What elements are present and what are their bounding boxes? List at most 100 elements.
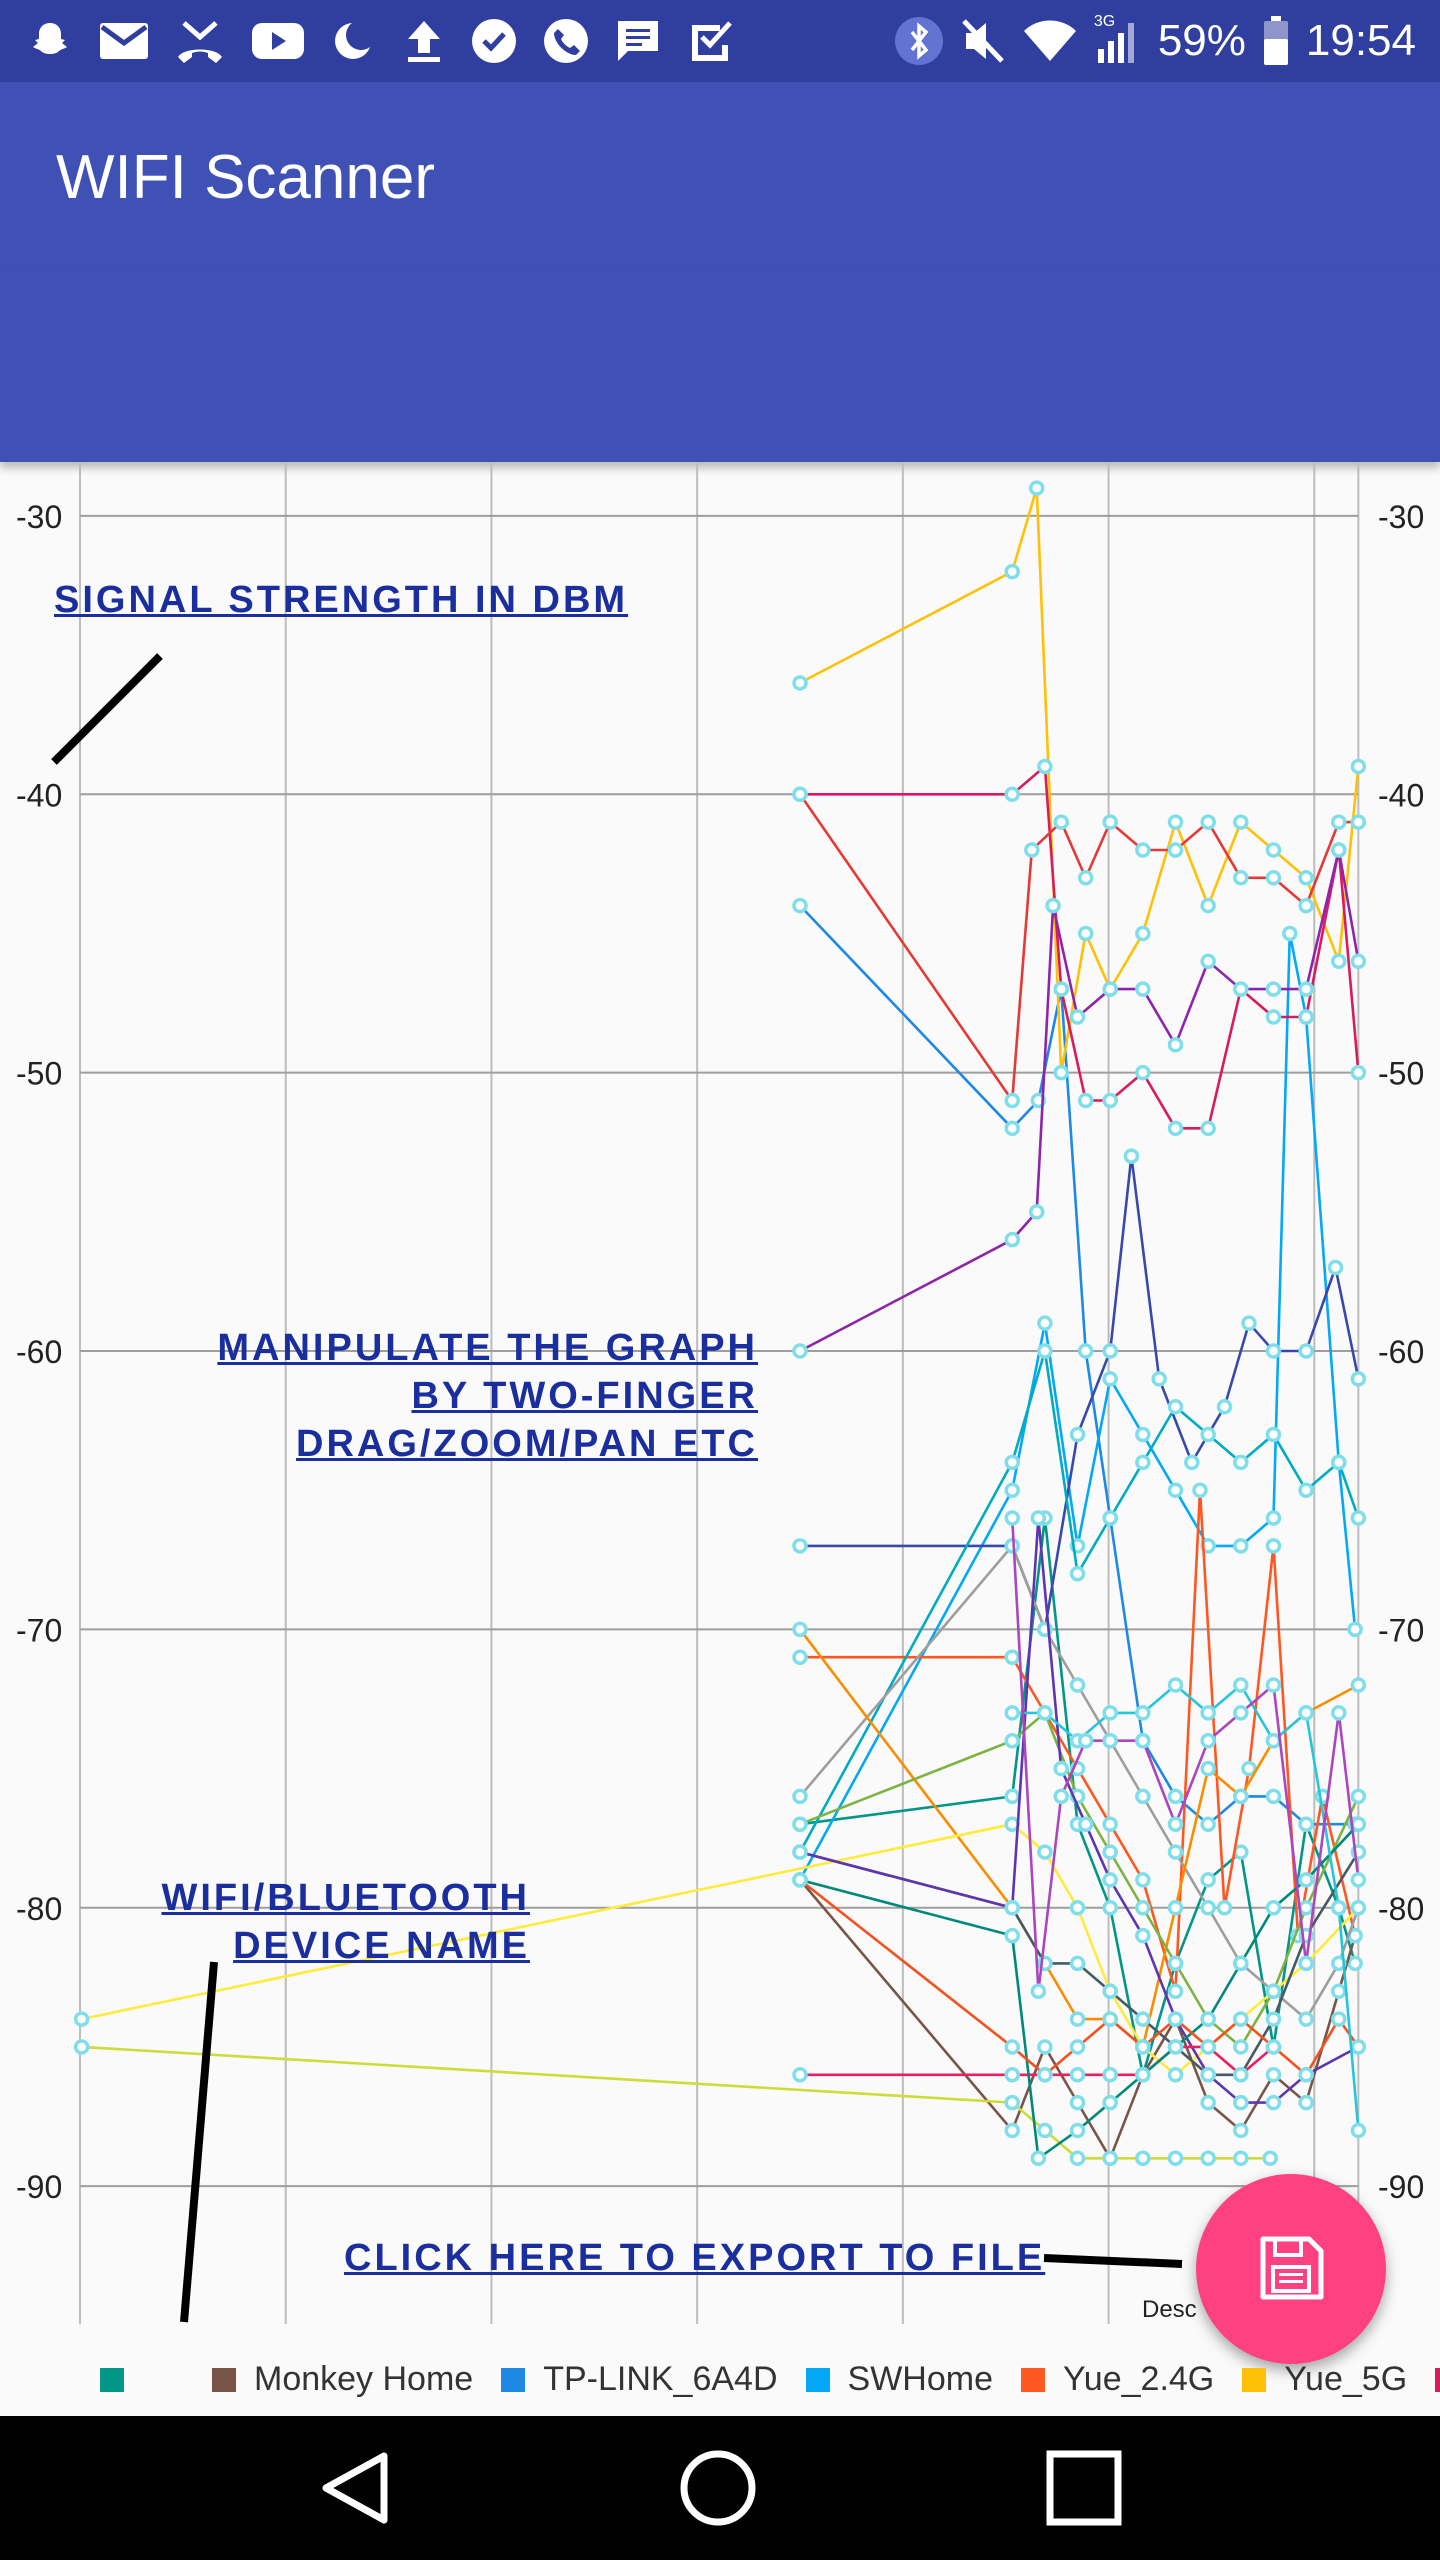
data-point (1265, 1788, 1282, 1805)
data-point (1135, 1705, 1151, 1721)
legend-item: Monkey Home (212, 2360, 473, 2399)
data-point (1331, 842, 1347, 858)
manipulate-line-1: Manipulate the graph (217, 1327, 758, 1369)
y-tick-label-left: -30 (16, 499, 62, 535)
youtube-icon (252, 23, 304, 59)
data-point (1037, 1844, 1053, 1860)
data-point (1028, 1204, 1045, 1220)
data-point (792, 786, 808, 803)
legend-swatch (212, 2367, 236, 2392)
data-point (1184, 1454, 1200, 1471)
clock: 19:54 (1305, 16, 1416, 65)
data-point (1102, 1510, 1118, 1526)
data-point (1200, 1120, 1216, 1137)
wifi-icon (1023, 20, 1076, 61)
data-point (1102, 2011, 1118, 2027)
data-point (1004, 1705, 1020, 1721)
data-point (1167, 1037, 1184, 1053)
legend-swatch (1242, 2367, 1267, 2392)
message-icon (618, 21, 658, 61)
data-point (1069, 1677, 1086, 1693)
data-point (1004, 1092, 1020, 1109)
app-title: WIFI Scanner (56, 143, 435, 212)
app-bar-extension (0, 270, 1440, 462)
data-point (1135, 1454, 1151, 1471)
data-point (1167, 2011, 1184, 2027)
data-point (1069, 1565, 1086, 1582)
data-point (1350, 758, 1367, 775)
data-point (1167, 1788, 1184, 1805)
check-circle-icon (472, 19, 516, 63)
data-point (1102, 1343, 1118, 1359)
data-point (1350, 1788, 1367, 1805)
data-point (1265, 1343, 1282, 1359)
data-point (1233, 2150, 1249, 2167)
data-point (1004, 1788, 1020, 1805)
data-point (1167, 814, 1184, 830)
manipulate-annotation: Manipulate the graph by two-finger drag/… (217, 1324, 758, 1468)
chart-y-ticks: -30 -30 -40 -40 -50 -50 -60 -60 -70 -70 -80 -80 -90 -… (16, 499, 1424, 2205)
data-point (1135, 2011, 1151, 2027)
data-point (1216, 1398, 1233, 1415)
series-line (798, 933, 1357, 1881)
notification-icons (26, 16, 734, 66)
data-point (1350, 1872, 1367, 1888)
data-point (1069, 2122, 1086, 2139)
data-point (1102, 1983, 1118, 2000)
data-point (1069, 2067, 1086, 2083)
legend-label: SWHome (847, 2360, 993, 2398)
data-point (1167, 1482, 1184, 1498)
check-box-icon (692, 21, 732, 61)
save-icon (1260, 2236, 1324, 2300)
data-point (1069, 2039, 1086, 2055)
data-point (1298, 2094, 1314, 2111)
series-unnamed-9 (792, 1148, 1367, 1638)
legend-item: SWHome (805, 2360, 993, 2399)
data-point (1265, 1677, 1282, 1693)
data-point (1167, 842, 1184, 858)
data-point (1037, 2039, 1053, 2055)
data-point (1135, 2067, 1151, 2083)
data-point (1045, 897, 1061, 914)
signal-chart[interactable]: -30 -30 -40 -40 -50 -50 -60 -60 -70 -70 -80 -80 -90 -… (0, 462, 1440, 2328)
signal-strength-annotation: Signal strength in dBm (54, 579, 629, 621)
y-tick-label-left: -60 (16, 1334, 62, 1370)
data-point (1350, 2122, 1367, 2139)
export-button[interactable] (1196, 2174, 1386, 2364)
legend-item: Yue_2.4G (1021, 2360, 1214, 2399)
data-point (1167, 1816, 1184, 1832)
data-point (1200, 2011, 1216, 2027)
legend-swatch (1435, 2367, 1440, 2392)
system-icons: 3G 59% 19:54 (894, 12, 1416, 70)
data-point (1331, 2011, 1347, 2027)
series-line (81, 2045, 1271, 2160)
data-point (1053, 1788, 1069, 1805)
moon-icon (335, 23, 370, 59)
bluetooth-icon (894, 17, 943, 65)
y-tick-label-right: -40 (1378, 777, 1424, 813)
back-icon[interactable] (316, 2448, 396, 2528)
data-point (1167, 1398, 1184, 1415)
series-yue-2-4g (792, 1482, 1363, 2000)
data-point (1004, 1231, 1020, 1248)
data-point (1200, 1760, 1216, 1777)
status-bar: 3G 59% 19:54 (0, 0, 1440, 82)
data-point (1004, 1120, 1020, 1137)
data-point (1262, 2150, 1278, 2167)
data-point (1037, 758, 1053, 775)
data-point (1030, 1983, 1047, 2000)
data-point (1030, 1510, 1047, 1526)
signal-strength-pointer (51, 653, 163, 765)
home-icon[interactable] (678, 2448, 758, 2528)
data-point (1167, 1955, 1184, 1972)
data-point (1167, 1844, 1184, 1860)
y-tick-label-right: -80 (1378, 1891, 1424, 1927)
recents-icon[interactable] (1044, 2448, 1124, 2528)
navigation-bar (0, 2416, 1440, 2560)
annotation-arrows (51, 653, 1183, 2323)
legend-swatch (805, 2367, 830, 2392)
device-name-annotation: WiFi/Bluetooth device name (162, 1874, 531, 1970)
data-point (1350, 2039, 1367, 2055)
legend-label: Yue_2.4G (1063, 2360, 1215, 2398)
series-unnamed-22 (1004, 1510, 1367, 2000)
